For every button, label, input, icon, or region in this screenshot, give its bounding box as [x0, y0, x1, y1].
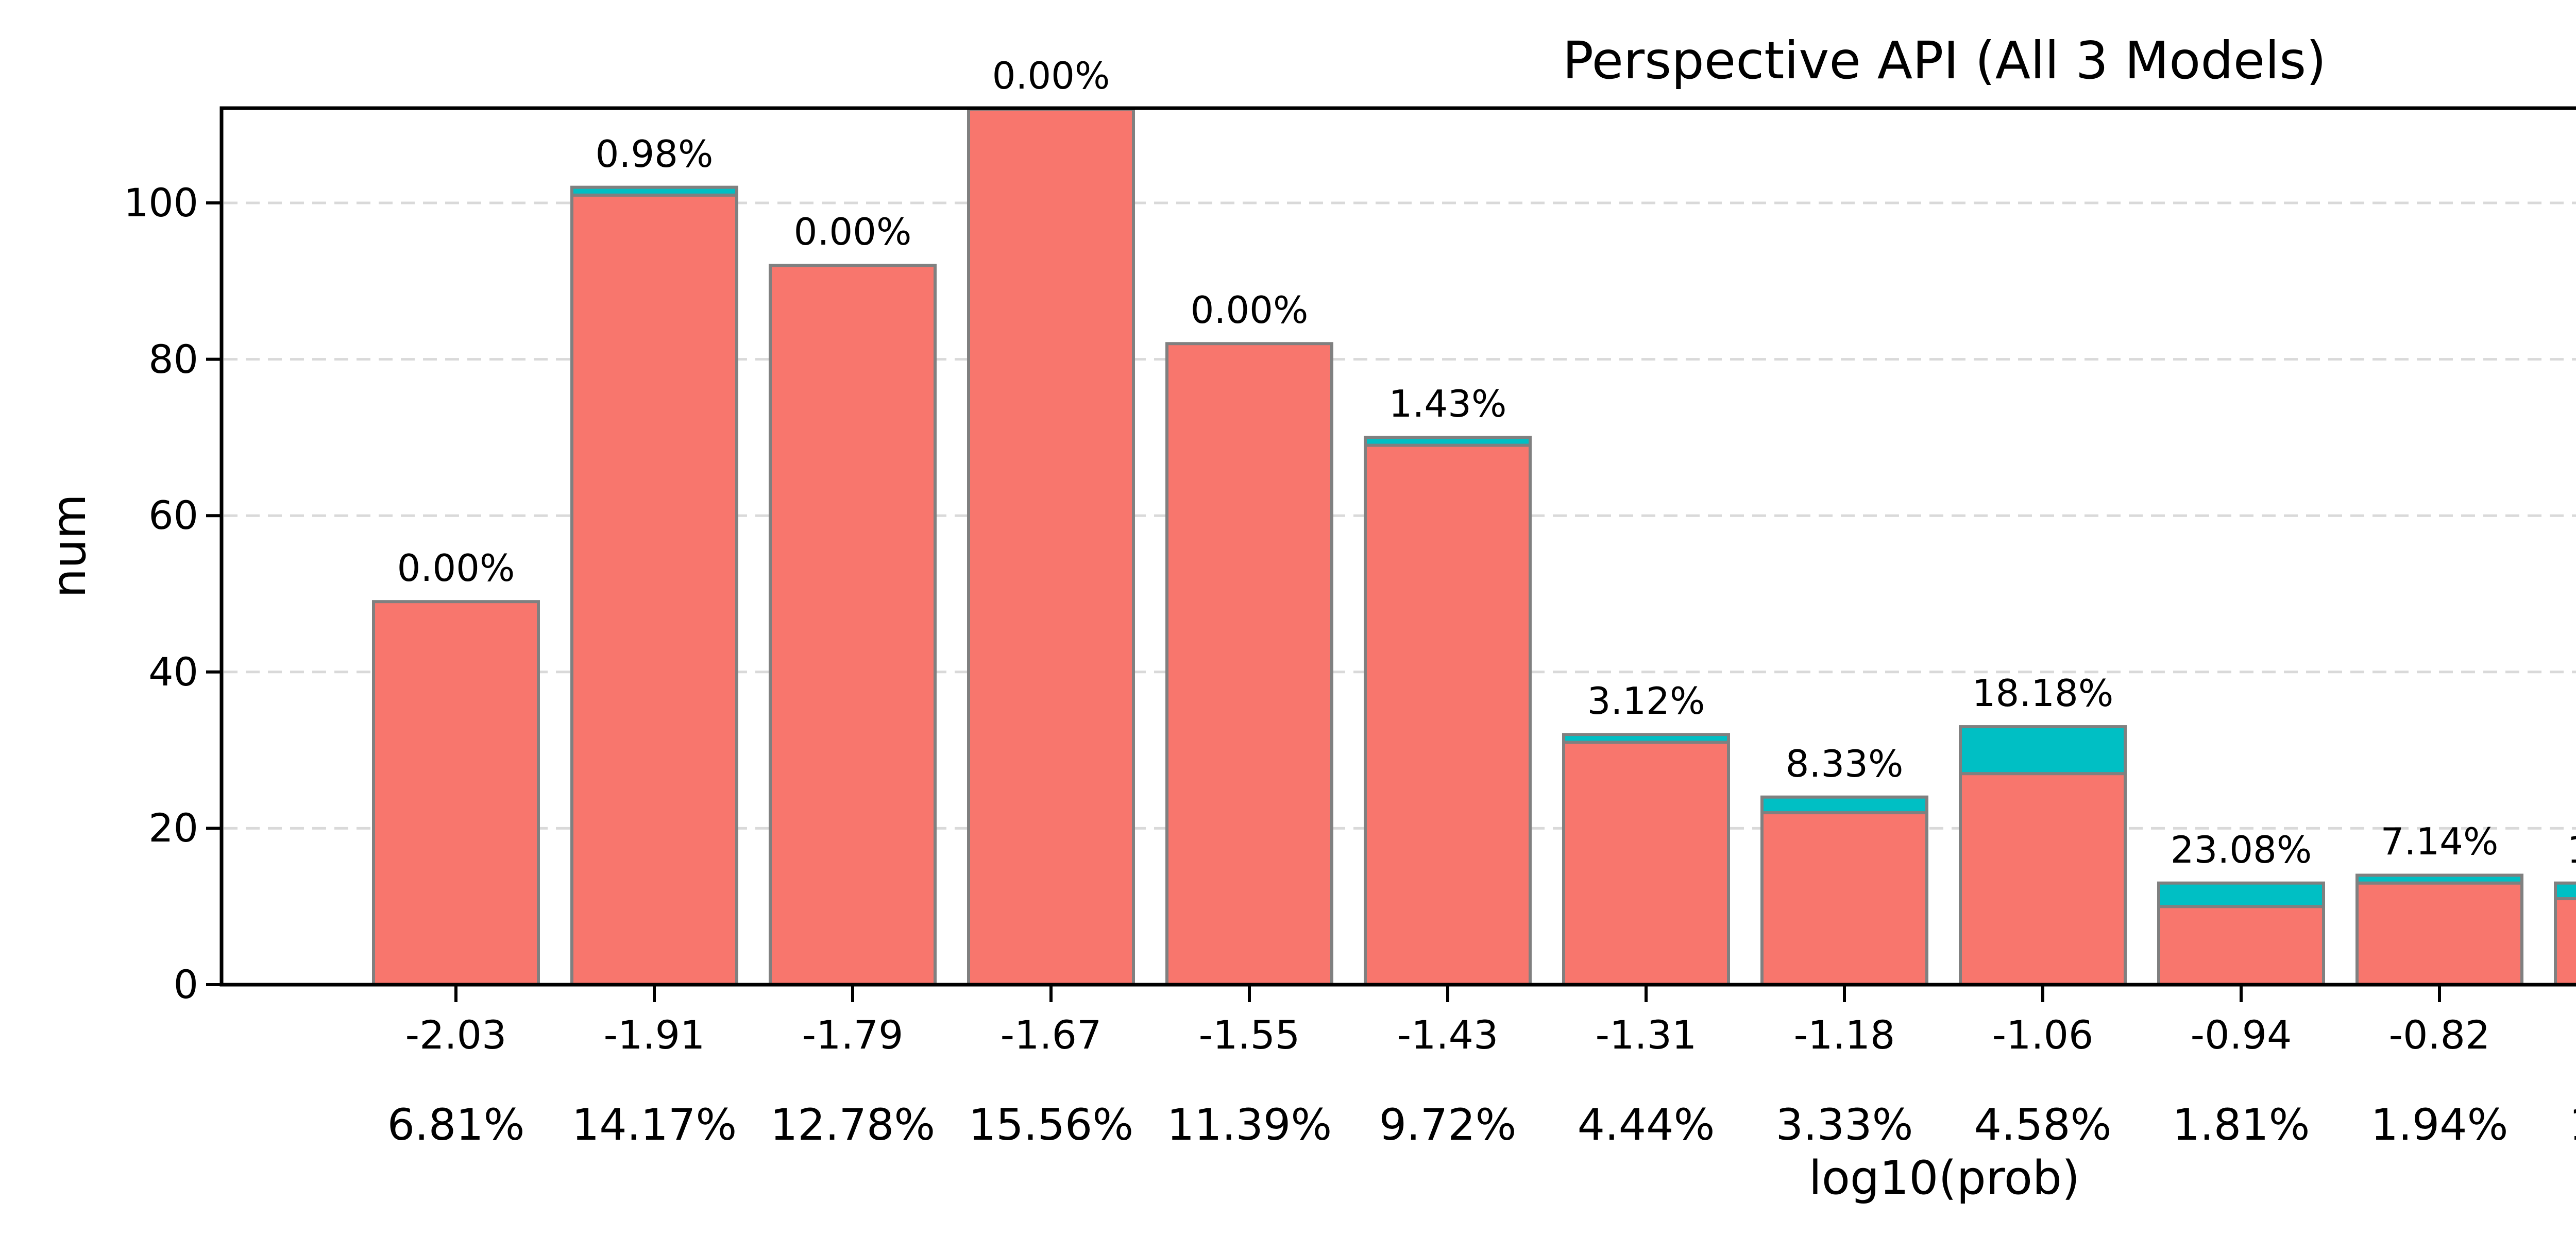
y-tick-label-20: 20 [148, 805, 198, 851]
x-tick-label--1.43: -1.43 [1397, 1012, 1499, 1058]
x-tick-label--0.94: -0.94 [2190, 1012, 2292, 1058]
bar-toxic-pct-label--1.67: 0.00% [992, 54, 1110, 97]
bin-share-label--0.70: 1.81% [2569, 1100, 2576, 1149]
x-tick-label--1.91: -1.91 [603, 1012, 705, 1058]
bar-toxic-pct-label--1.18: 8.33% [1785, 742, 1904, 785]
bar-segment-toxic--0.70 [2554, 881, 2576, 901]
x-tick-label--2.03: -2.03 [405, 1012, 507, 1058]
bar-segment-non-toxic--1.06 [1959, 772, 2127, 986]
bar-toxic-pct-label--1.06: 18.18% [1972, 672, 2114, 715]
bar-segment-non-toxic--1.18 [1760, 811, 1928, 987]
bar-segment-toxic--0.94 [2157, 881, 2325, 908]
bar-toxic-pct-label--0.94: 23.08% [2170, 828, 2312, 871]
bar-segment-non-toxic--1.91 [570, 193, 738, 987]
bar-segment-toxic--0.82 [2355, 873, 2523, 885]
x-tick-label--1.79: -1.79 [802, 1012, 904, 1058]
bar-segment-non-toxic--2.03 [372, 600, 540, 987]
bar-segment-non-toxic--0.82 [2355, 881, 2523, 987]
bar-segment-non-toxic--1.43 [1364, 443, 1532, 987]
x-tick-label--1.06: -1.06 [1992, 1012, 2094, 1058]
bin-share-label--1.06: 4.58% [1974, 1100, 2112, 1150]
bin-share-label--0.82: 1.94% [2370, 1100, 2509, 1150]
bar-segment-non-toxic--0.70 [2554, 897, 2576, 987]
x-tick-label--1.55: -1.55 [1198, 1012, 1300, 1058]
bar-toxic-pct-label--0.82: 7.14% [2380, 820, 2499, 864]
y-tick-label-0: 0 [173, 962, 198, 1007]
bar-toxic-pct-label--0.70: 15.38% [2567, 828, 2576, 872]
bin-share-label--0.94: 1.81% [2172, 1100, 2310, 1150]
bar-segment-non-toxic--1.31 [1562, 741, 1730, 987]
y-axis-label: num [42, 494, 96, 598]
bar-toxic-pct-label--1.91: 0.98% [595, 132, 714, 176]
bar-segment-toxic--1.43 [1364, 436, 1532, 447]
bin-share-label--1.18: 3.33% [1775, 1100, 1913, 1150]
bar-segment-non-toxic--1.79 [769, 264, 937, 987]
bar-segment-non-toxic--0.94 [2157, 905, 2325, 986]
y-tick-label-60: 60 [148, 492, 198, 539]
bar-toxic-pct-label--1.43: 1.43% [1388, 382, 1507, 426]
axes-spines [219, 106, 2576, 987]
x-axis-label: log10(prob) [1808, 1151, 2080, 1205]
y-tick-label-40: 40 [148, 648, 198, 695]
x-tick-label--0.82: -0.82 [2388, 1012, 2490, 1058]
bar-segment-non-toxic--1.67 [967, 107, 1135, 987]
bin-share-label--1.91: 14.17% [571, 1100, 737, 1150]
bar-toxic-pct-label--1.55: 0.00% [1190, 288, 1309, 332]
x-tick-label--1.67: -1.67 [1000, 1012, 1102, 1058]
chart-title: Perspective API (All 3 Models) [1562, 30, 2327, 91]
bar-segment-toxic--1.91 [570, 185, 738, 197]
x-tick-label--1.18: -1.18 [1793, 1012, 1895, 1058]
bar-segment-toxic--1.31 [1562, 733, 1730, 744]
bin-share-label--1.55: 11.39% [1166, 1100, 1332, 1150]
bar-segment-toxic--1.06 [1959, 725, 2127, 776]
x-tick-label--1.31: -1.31 [1595, 1012, 1697, 1058]
bar-segment-non-toxic--1.55 [1165, 342, 1333, 986]
bin-share-label--2.03: 6.81% [387, 1100, 525, 1150]
bin-share-label--1.79: 12.78% [770, 1100, 936, 1150]
y-tick-label-80: 80 [148, 336, 198, 382]
y-tick-label-100: 100 [123, 180, 198, 226]
bin-share-label--1.43: 9.72% [1379, 1100, 1517, 1150]
bar-segment-toxic--1.18 [1760, 795, 1928, 815]
bin-share-label--1.67: 15.56% [968, 1100, 1134, 1150]
bar-toxic-pct-label--1.31: 3.12% [1587, 679, 1705, 723]
bar-toxic-pct-label--2.03: 0.00% [397, 546, 515, 590]
bar-toxic-pct-label--1.79: 0.00% [793, 210, 912, 254]
bin-share-label--1.31: 4.44% [1577, 1100, 1715, 1150]
